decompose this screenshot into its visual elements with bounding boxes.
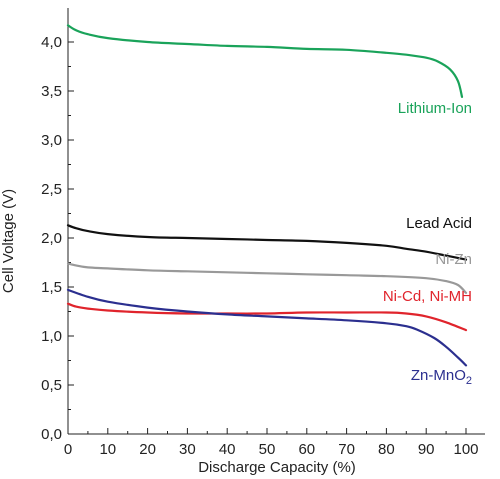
y-tick-label: 1,5 [41,279,62,296]
y-tick-label: 0,0 [41,426,62,443]
x-tick-label: 70 [338,441,355,458]
x-axis-ticks: 0 10 20 30 40 50 60 70 80 90 100 [64,428,479,458]
series-line-zn-mno2 [66,288,468,367]
y-tick-label: 3,0 [41,132,62,149]
y-tick-label: 4,0 [41,34,62,51]
x-tick-label: 90 [418,441,435,458]
series-label-zn-mno2: Zn-MnO2 [411,367,472,387]
y-axis-ticks: 0,0 0,5 1,0 1,5 2,0 2,5 3,0 3,5 4,0 [41,34,74,443]
y-tick-label: 2,0 [41,230,62,247]
x-tick-label: 30 [179,441,196,458]
x-tick-label: 100 [453,441,478,458]
series-label-subscript: 2 [466,375,472,387]
y-axis-label: Cell Voltage (V) [0,189,17,293]
x-tick-label: 80 [378,441,395,458]
series-label-text: Zn-MnO [411,367,466,384]
x-axis-label: Discharge Capacity (%) [198,459,356,476]
axes [67,8,485,435]
series-label-lead-acid: Lead Acid [406,215,472,232]
series-line-lithium-ion [66,24,464,98]
series-lines [66,24,468,367]
series-label-ni-zn: Ni-Zn [435,251,472,268]
x-tick-label: 10 [99,441,116,458]
series-line-ni-zn [66,262,468,294]
y-tick-label: 2,5 [41,181,62,198]
series-label-lithium-ion: Lithium-Ion [398,100,472,117]
series-line-lead-acid [66,224,468,261]
series-line-ni-cd-ni-mh [66,302,468,332]
y-tick-label: 1,0 [41,328,62,345]
x-tick-label: 60 [298,441,315,458]
y-tick-label: 0,5 [41,377,62,394]
y-tick-label: 3,5 [41,83,62,100]
series-labels: Lithium-Ion Lead Acid Ni-Zn Ni-Cd, Ni-MH Zn-… [383,100,472,387]
x-tick-label: 20 [139,441,156,458]
series-label-ni-cd-ni-mh: Ni-Cd, Ni-MH [383,288,472,305]
x-tick-label: 0 [64,441,72,458]
x-tick-label: 40 [219,441,236,458]
x-tick-label: 50 [259,441,276,458]
